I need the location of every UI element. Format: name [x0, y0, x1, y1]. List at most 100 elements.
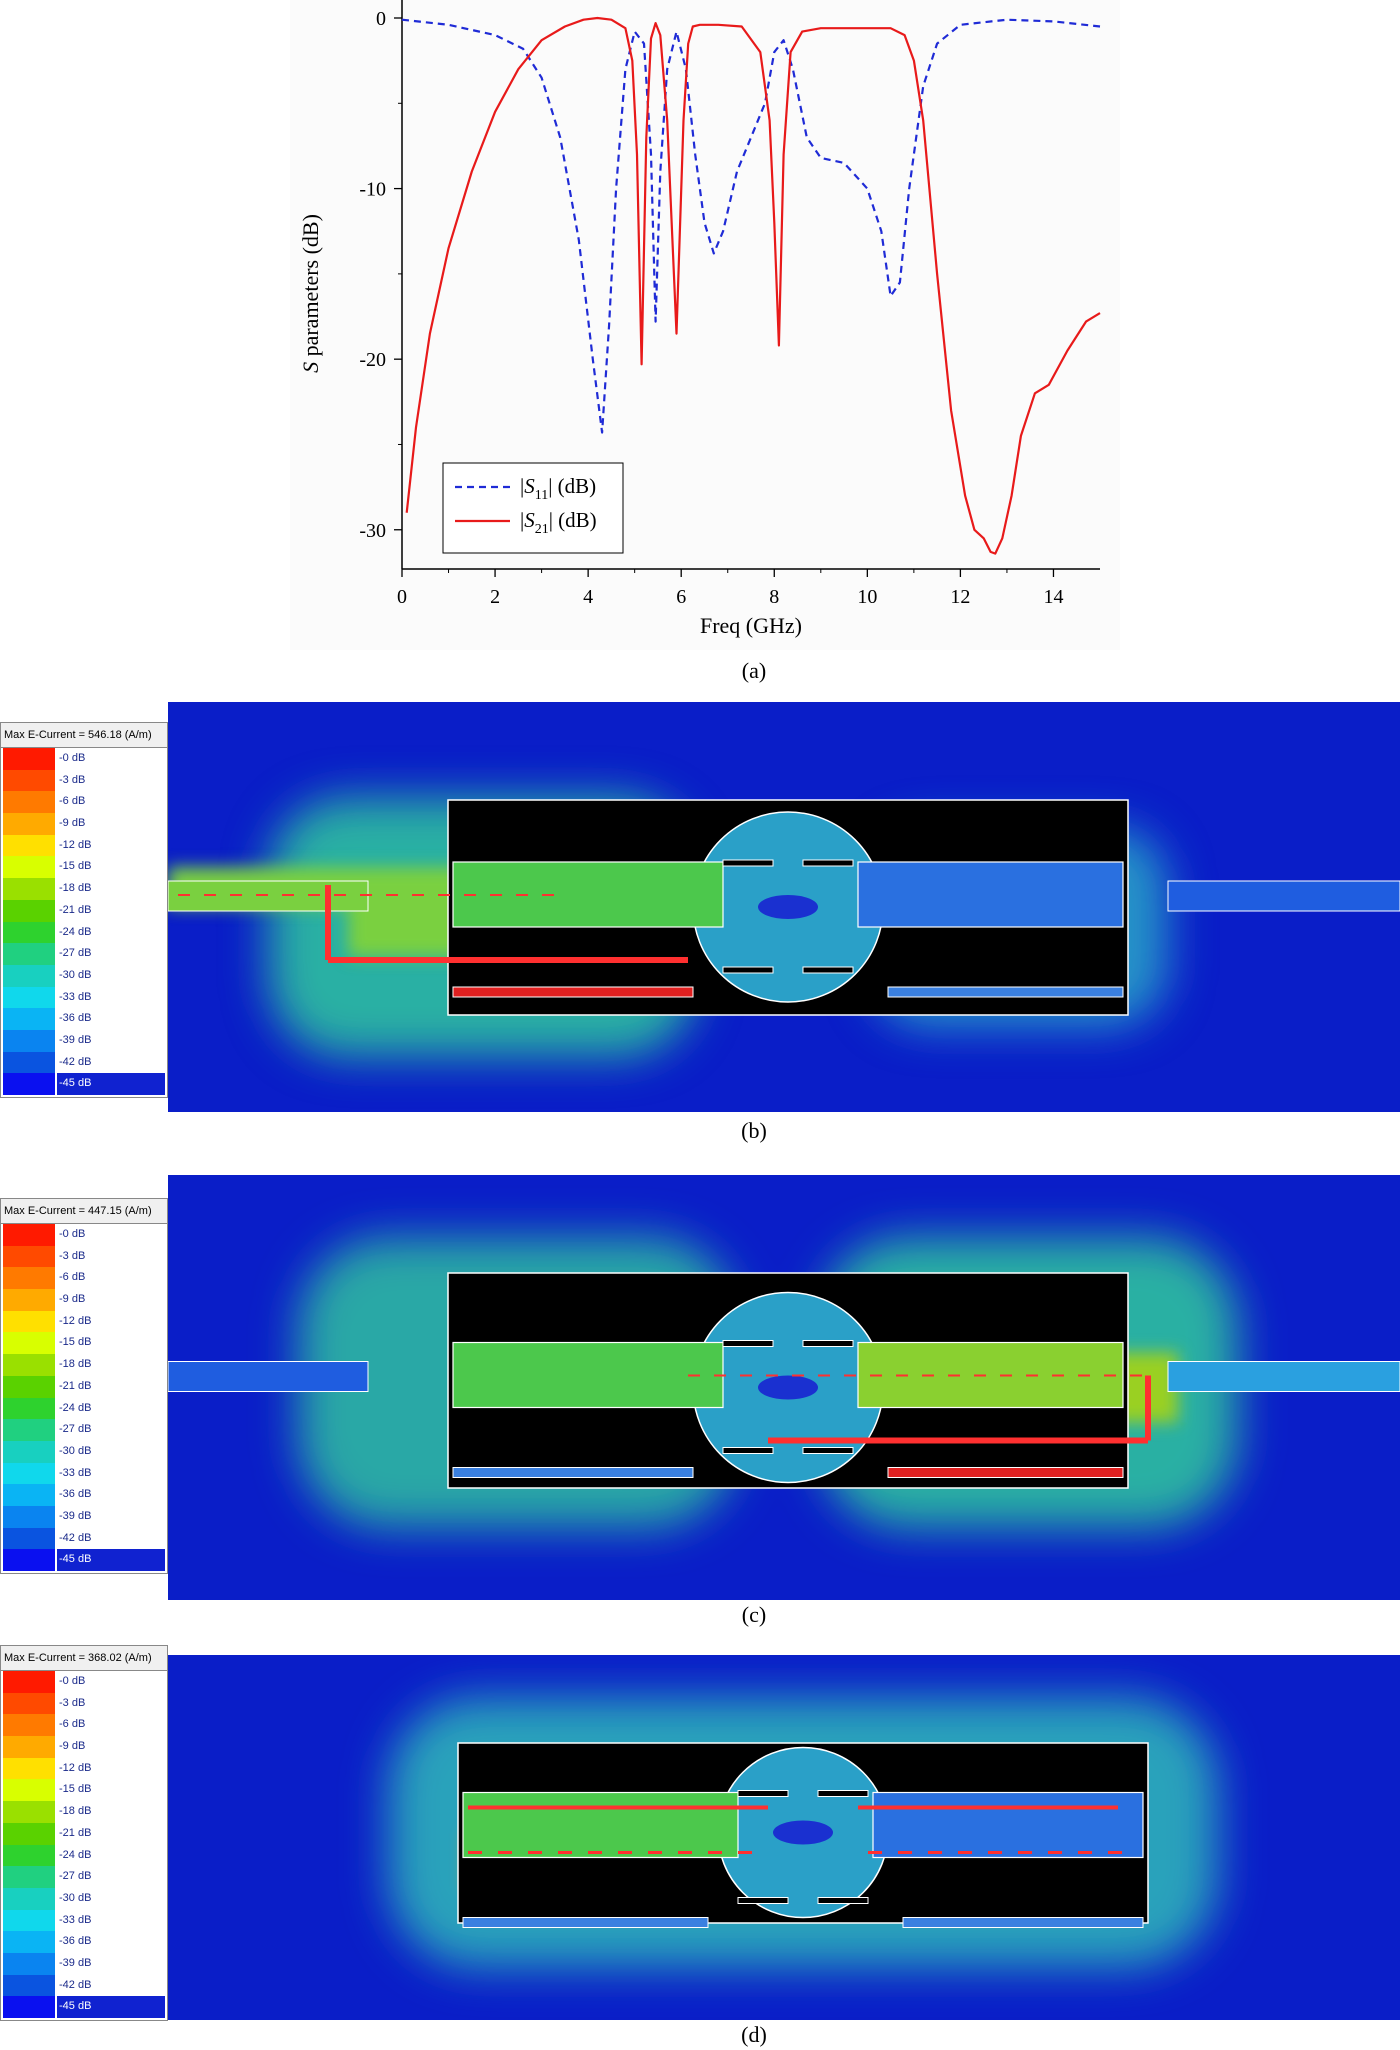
colorbar-swatch	[3, 1245, 55, 1268]
colorbar-label: -30 dB	[59, 1891, 92, 1904]
colorbar-row: -24 dB	[1, 1397, 167, 1420]
colorbar-label: -27 dB	[59, 1423, 92, 1436]
colorbar-label: -12 dB	[59, 1314, 92, 1327]
colorbar-label: -15 dB	[59, 860, 92, 873]
colorbar-swatch	[3, 921, 55, 944]
colorbar-row: -33 dB	[1, 1462, 167, 1485]
colorbar-row: -18 dB	[1, 878, 167, 900]
plot-area: 0 2 4 6 8 10 12 14 0 -10 -20 -30 Freq (GHz) S paramet…	[298, 0, 1101, 638]
colorbar-row: -0 dB	[1, 1224, 167, 1246]
colorbar-label: -39 dB	[59, 1956, 92, 1969]
colorbar-swatch	[3, 1844, 55, 1867]
caption-d: (d)	[741, 2022, 767, 2047]
colorbar-row: -39 dB	[1, 1952, 167, 1975]
colorbar-label: -18 dB	[59, 1805, 92, 1818]
colorbar-swatch	[3, 1801, 55, 1823]
colorbar-label: -0 dB	[59, 1228, 86, 1240]
colorbar-swatch	[3, 899, 55, 922]
colorbar-label: -33 dB	[59, 1466, 92, 1479]
current-distribution-b	[168, 702, 1400, 1112]
colorbar-label: -15 dB	[59, 1336, 92, 1349]
x-tick-label: 14	[1043, 586, 1063, 608]
x-tick-label: 0	[397, 586, 407, 608]
colorbar-label: -39 dB	[59, 1509, 92, 1522]
colorbar-label: -36 dB	[59, 1935, 92, 1948]
output-feed-line	[1167, 1361, 1400, 1392]
colorbar-row: -15 dB	[1, 1332, 167, 1355]
lower-left-stub	[452, 1467, 694, 1478]
colorbar-label: -12 dB	[59, 838, 92, 851]
colorbar-row: -9 dB	[1, 1736, 167, 1758]
colorbar-row: -27 dB	[1, 943, 167, 965]
colorbar-label: -45 dB	[57, 1996, 165, 2019]
colorbar-swatch	[3, 1996, 55, 2018]
colorbar-label: -30 dB	[59, 1444, 92, 1457]
colorbar-label: -24 dB	[59, 1848, 92, 1861]
colorbar-row: -39 dB	[1, 1505, 167, 1528]
colorbar-swatch	[3, 1527, 55, 1550]
colorbar-label: -9 dB	[59, 1740, 86, 1753]
colorbar-legend-c: Max E-Current = 447.15 (A/m) -0 dB -3 dB -…	[0, 1198, 168, 1574]
lower-right-stub	[887, 986, 1124, 998]
colorbar-row: -36 dB	[1, 1484, 167, 1506]
colorbar-label: -6 dB	[59, 795, 86, 808]
max-current-label-d: Max E-Current = 368.02 (A/m)	[1, 1646, 167, 1671]
colorbar-row: -18 dB	[1, 1801, 167, 1823]
colorbar-label: -36 dB	[59, 1488, 92, 1501]
slot	[722, 1447, 774, 1454]
colorbar-label: -27 dB	[59, 1870, 92, 1883]
slot	[802, 966, 854, 974]
colorbar-label: -24 dB	[59, 925, 92, 938]
y-axis-title: S parameters (dB)	[298, 214, 323, 373]
lower-right-stub	[902, 1917, 1144, 1928]
colorbar-label: -24 dB	[59, 1401, 92, 1414]
colorbar-swatch	[3, 1440, 55, 1463]
colorbar-swatch	[3, 1866, 55, 1888]
colorbar-row: -33 dB	[1, 986, 167, 1009]
caption-c: (c)	[741, 1602, 767, 1627]
colorbar-row: -45 dB	[1, 1073, 167, 1096]
colorbar-label: -27 dB	[59, 947, 92, 960]
colorbar-swatch	[3, 856, 55, 879]
colorbar-label: -3 dB	[59, 773, 86, 786]
slot	[737, 1790, 789, 1797]
slot	[802, 859, 854, 867]
colorbar-swatch	[3, 1419, 55, 1441]
colorbar-row: -18 dB	[1, 1354, 167, 1376]
left-strip	[462, 1791, 739, 1859]
colorbar-label: -15 dB	[59, 1783, 92, 1796]
slot	[802, 1340, 854, 1347]
colorbar-label: -45 dB	[57, 1073, 165, 1096]
colorbar-label: -3 dB	[59, 1249, 86, 1262]
colorbar-swatch	[3, 1779, 55, 1802]
colorbar-swatch	[3, 1736, 55, 1758]
colorbar-swatch	[3, 1397, 55, 1420]
y-tick-label: 0	[376, 8, 386, 30]
colorbar-swatch	[3, 769, 55, 792]
colorbar-row: -15 dB	[1, 1779, 167, 1802]
colorbar-row: -21 dB	[1, 1375, 167, 1398]
colorbar-swatch	[3, 1224, 55, 1246]
colorbar-row: -27 dB	[1, 1419, 167, 1441]
left-strip	[452, 1341, 724, 1409]
colorbar-label: -18 dB	[59, 882, 92, 895]
patch-center	[758, 1375, 818, 1400]
colorbar-row: -12 dB	[1, 1757, 167, 1780]
colorbar-label: -3 dB	[59, 1696, 86, 1709]
colorbar-label: -33 dB	[59, 1913, 92, 1926]
right-strip	[872, 1791, 1144, 1859]
x-axis-title: Freq (GHz)	[700, 613, 802, 638]
colorbar-swatch	[3, 1671, 55, 1693]
colorbar-label: -39 dB	[59, 1033, 92, 1046]
right-strip	[857, 861, 1124, 928]
colorbar-swatch	[3, 834, 55, 857]
colorbar-row: -36 dB	[1, 1931, 167, 1953]
colorbar-row: -3 dB	[1, 1245, 167, 1268]
chart-legend: |S11| (dB) |S21| (dB)	[442, 462, 624, 554]
colorbar-swatch	[3, 1375, 55, 1398]
colorbar-swatch	[3, 1931, 55, 1953]
colorbar-row: -42 dB	[1, 1527, 167, 1550]
colorbar-label: -12 dB	[59, 1761, 92, 1774]
colorbar-swatch	[3, 791, 55, 814]
colorbar-row: -12 dB	[1, 1310, 167, 1333]
